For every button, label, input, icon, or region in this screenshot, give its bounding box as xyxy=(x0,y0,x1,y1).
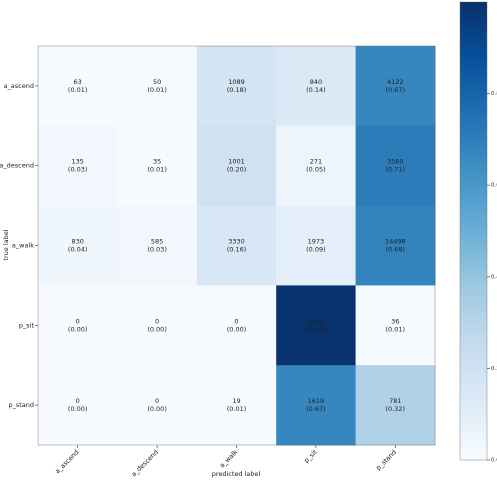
cell-fraction: (0.01) xyxy=(227,405,247,413)
y-tick-label: p_stand xyxy=(8,401,34,409)
colorbar-tick-label: 0.2 xyxy=(491,366,497,372)
y-tick-label: a_ascend xyxy=(4,82,34,90)
cell xyxy=(276,365,357,446)
y-axis-label: true label xyxy=(2,229,10,260)
cell-fraction: (0.03) xyxy=(68,166,88,174)
cell-count: 271 xyxy=(310,158,322,166)
cell-fraction: (0.00) xyxy=(68,405,88,413)
y-tick-label: a_walk xyxy=(12,242,34,250)
cell-count: 135 xyxy=(71,158,83,166)
cell xyxy=(117,46,198,127)
cell-fraction: (0.99) xyxy=(306,325,326,333)
y-tick-label: a_descend xyxy=(0,162,34,170)
cell-fraction: (0.01) xyxy=(68,86,88,94)
cell-count: 585 xyxy=(151,238,163,246)
cell xyxy=(38,365,118,446)
cell-count: 0 xyxy=(76,317,80,325)
cell xyxy=(276,285,357,366)
cell-count: 1619 xyxy=(308,397,325,405)
cell-fraction: (0.00) xyxy=(147,325,167,333)
cell-count: 830 xyxy=(71,238,83,246)
cell xyxy=(276,46,357,127)
cell-count: 781 xyxy=(389,397,401,405)
cell xyxy=(276,205,357,286)
cell-count: 14498 xyxy=(385,238,406,246)
cell xyxy=(196,205,277,286)
cell-fraction: (0.20) xyxy=(227,166,247,174)
cell-count: 50 xyxy=(153,78,161,86)
cell xyxy=(355,285,436,366)
cell-count: 63 xyxy=(74,78,82,86)
cell-count: 3330 xyxy=(228,238,245,246)
cell xyxy=(117,365,198,446)
cell-fraction: (0.04) xyxy=(68,246,88,254)
colorbar-tick-label: 0.4 xyxy=(491,274,497,280)
colorbar xyxy=(459,1,488,461)
cell xyxy=(355,46,436,127)
cell-fraction: (0.00) xyxy=(68,325,88,333)
cell-fraction: (0.09) xyxy=(306,246,326,254)
cell-fraction: (0.00) xyxy=(227,325,247,333)
cell xyxy=(276,125,357,207)
colorbar-tick-label: 0.8 xyxy=(491,91,497,97)
cell xyxy=(117,205,198,286)
x-tick-label: a_descend xyxy=(130,448,160,478)
cell xyxy=(196,125,277,207)
cell-fraction: (0.16) xyxy=(227,246,247,254)
colorbar-tick-label: 0.0 xyxy=(491,458,497,464)
cell-count: 840 xyxy=(310,78,322,86)
cell-fraction: (0.03) xyxy=(147,246,167,254)
cell-count: 1089 xyxy=(228,78,245,86)
x-tick-label: p_sit xyxy=(302,448,319,465)
cell-fraction: (0.01) xyxy=(386,325,406,333)
cell xyxy=(38,205,118,286)
cell xyxy=(38,125,118,207)
cell-fraction: (0.67) xyxy=(306,405,326,413)
y-tick-label: p_sit xyxy=(19,321,35,329)
cell-fraction: (0.71) xyxy=(386,166,406,174)
colorbar-tick-label: 0.6 xyxy=(491,183,497,189)
cell-fraction: (0.32) xyxy=(386,405,406,413)
cell-fraction: (0.18) xyxy=(227,86,247,94)
cell-fraction: (0.01) xyxy=(147,86,167,94)
cell-count: 1001 xyxy=(228,158,245,166)
cell-fraction: (0.14) xyxy=(306,86,326,94)
cell xyxy=(196,365,277,446)
cell-fraction: (0.01) xyxy=(147,166,167,174)
cell-count: 0 xyxy=(234,317,238,325)
cell-count: 4122 xyxy=(387,78,404,86)
x-tick-label: a_walk xyxy=(218,448,239,469)
cell-fraction: (0.05) xyxy=(306,166,326,174)
x-tick-label: p_stand xyxy=(374,448,398,472)
cell-fraction: (0.67) xyxy=(386,86,406,94)
cell xyxy=(196,46,277,127)
cell-count: 19 xyxy=(232,397,240,405)
cell-count: 2955 xyxy=(308,317,325,325)
cell xyxy=(355,125,436,207)
cell-count: 36 xyxy=(391,317,399,325)
cell xyxy=(196,285,277,366)
cell-fraction: (0.68) xyxy=(386,246,406,254)
cell-count: 0 xyxy=(155,397,159,405)
cell-fraction: (0.00) xyxy=(147,405,167,413)
cell xyxy=(38,285,118,366)
cell xyxy=(117,125,198,207)
cell-count: 0 xyxy=(76,397,80,405)
cell-count: 1973 xyxy=(308,238,325,246)
cell-count: 0 xyxy=(155,317,159,325)
cell xyxy=(355,365,436,446)
cell xyxy=(355,205,436,286)
cell xyxy=(117,285,198,366)
x-axis-label: predicted label xyxy=(212,470,261,478)
cell xyxy=(38,46,118,127)
cell-count: 3560 xyxy=(387,158,404,166)
plot-frame xyxy=(37,45,436,446)
x-tick-label: a_ascend xyxy=(53,448,80,475)
cell-count: 35 xyxy=(153,158,161,166)
